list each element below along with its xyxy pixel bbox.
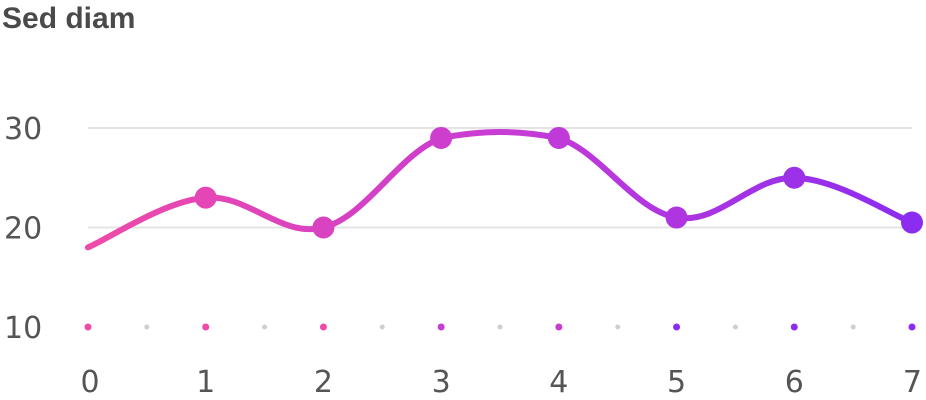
x-tick-label: 3 (432, 365, 451, 400)
data-point (783, 166, 806, 189)
data-point (547, 126, 570, 149)
x-tick-label: 5 (667, 365, 686, 400)
x-tick-label: 2 (314, 365, 333, 400)
x-minor-dot (379, 324, 385, 330)
x-tick-dot (555, 323, 563, 331)
y-axis: 10 20 30 (4, 112, 42, 346)
x-tick-dot (908, 323, 916, 331)
series-path (85, 128, 915, 251)
x-tick-dot (673, 323, 681, 331)
x-minor-dot (144, 324, 150, 330)
x-tick-label: 7 (903, 365, 922, 400)
data-point (312, 216, 335, 239)
data-point (901, 211, 923, 234)
data-point (665, 206, 688, 229)
y-tick-label: 20 (4, 212, 42, 247)
x-minor-dot (732, 324, 738, 330)
x-tick-label: 4 (549, 365, 568, 400)
data-point (194, 186, 217, 209)
x-axis: 0 1 2 3 4 5 6 7 (80, 323, 922, 400)
x-tick-label: 6 (785, 365, 804, 400)
data-point (430, 126, 453, 149)
grid (88, 127, 912, 229)
x-tick-dot (202, 323, 210, 331)
x-tick-dot (790, 323, 798, 331)
y-tick-label: 30 (4, 112, 42, 147)
x-minor-dot (850, 324, 856, 330)
x-minor-dot (615, 324, 621, 330)
series-markers (194, 126, 923, 239)
x-minor-dot (497, 324, 503, 330)
x-tick-dot (319, 323, 327, 331)
x-tick-label: 1 (196, 365, 215, 400)
x-minor-dot (262, 324, 268, 330)
x-tick-dot (437, 323, 445, 331)
series-line (85, 128, 915, 251)
x-tick-label: 0 (80, 365, 99, 400)
x-tick-dot (84, 323, 92, 331)
chart-title: Sed diam (2, 2, 136, 35)
y-tick-label: 10 (4, 311, 42, 346)
